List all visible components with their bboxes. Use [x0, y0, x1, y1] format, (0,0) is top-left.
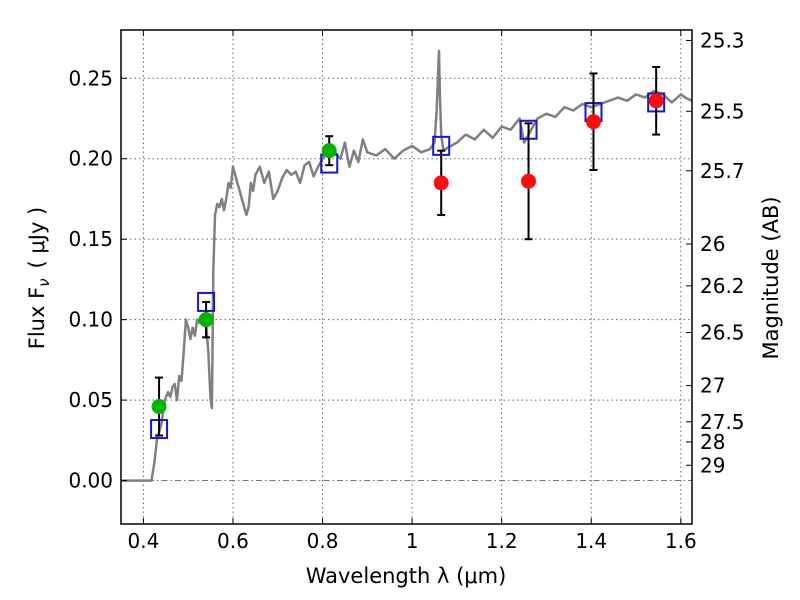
x-tick-label: 0.8	[307, 529, 339, 553]
x-tick-label: 1.6	[665, 529, 697, 553]
magnitude-tick-label: 25.5	[700, 99, 745, 123]
x-tick-label: 1	[406, 529, 419, 553]
spectrum-layer	[121, 49, 693, 482]
x-tick-label: 0.4	[127, 529, 159, 553]
points-layer	[150, 66, 666, 440]
y-tick-label: 0.10	[68, 308, 113, 332]
magnitude-tick-label: 25.3	[700, 28, 745, 52]
observed-point	[321, 143, 337, 159]
magnitude-tick-label: 27	[700, 374, 725, 398]
y-tick-label: 0.15	[68, 227, 113, 251]
x-tick-label: 0.6	[217, 529, 249, 553]
x-tick-label: 1.4	[575, 529, 607, 553]
y-axis-label-unit: ( μJy )	[25, 207, 49, 269]
magnitude-tick-label: 29	[700, 453, 725, 477]
y-tick-label: 0.00	[68, 469, 113, 493]
magnitude-tick-label: 26.5	[700, 321, 745, 345]
magnitude-tick-label: 25.7	[700, 159, 745, 183]
magnitude-tick-label: 26.2	[700, 274, 745, 298]
y-axis-label-subscript: ν	[35, 278, 53, 286]
observed-point	[198, 312, 214, 328]
observed-point	[585, 114, 601, 130]
y-tick-label: 0.25	[68, 66, 113, 90]
observed-point	[151, 399, 167, 415]
labels-layer: Wavelength λ (μm) Magnitude (AB) Flux Fν…	[25, 196, 783, 588]
y-axis-label-left: Flux Fν ( μJy )	[25, 207, 53, 350]
y-tick-label: 0.20	[68, 147, 113, 171]
observed-point	[521, 173, 537, 189]
magnitude-tick-label: 26	[700, 232, 725, 256]
observed-point	[648, 93, 664, 109]
y-axis-label-main: Flux F	[25, 287, 49, 349]
plot-frame	[120, 29, 693, 525]
x-axis-label: Wavelength λ (μm)	[306, 564, 507, 588]
observed-point	[433, 175, 449, 191]
spectrum-line	[121, 49, 693, 482]
magnitude-tick-label: 27.5	[700, 410, 745, 434]
magnitude-tick-label: 28	[700, 430, 725, 454]
axes-layer: 0.4 0.6 0.8 1 1.2 1.4 1.6 0.00 0.05 0.10 0.15 0.20 0…	[68, 28, 744, 553]
y-tick-label: 0.05	[68, 388, 113, 412]
y-axis-label-right: Magnitude (AB)	[759, 196, 783, 359]
x-tick-label: 1.2	[486, 529, 518, 553]
grid-layer	[121, 30, 692, 524]
